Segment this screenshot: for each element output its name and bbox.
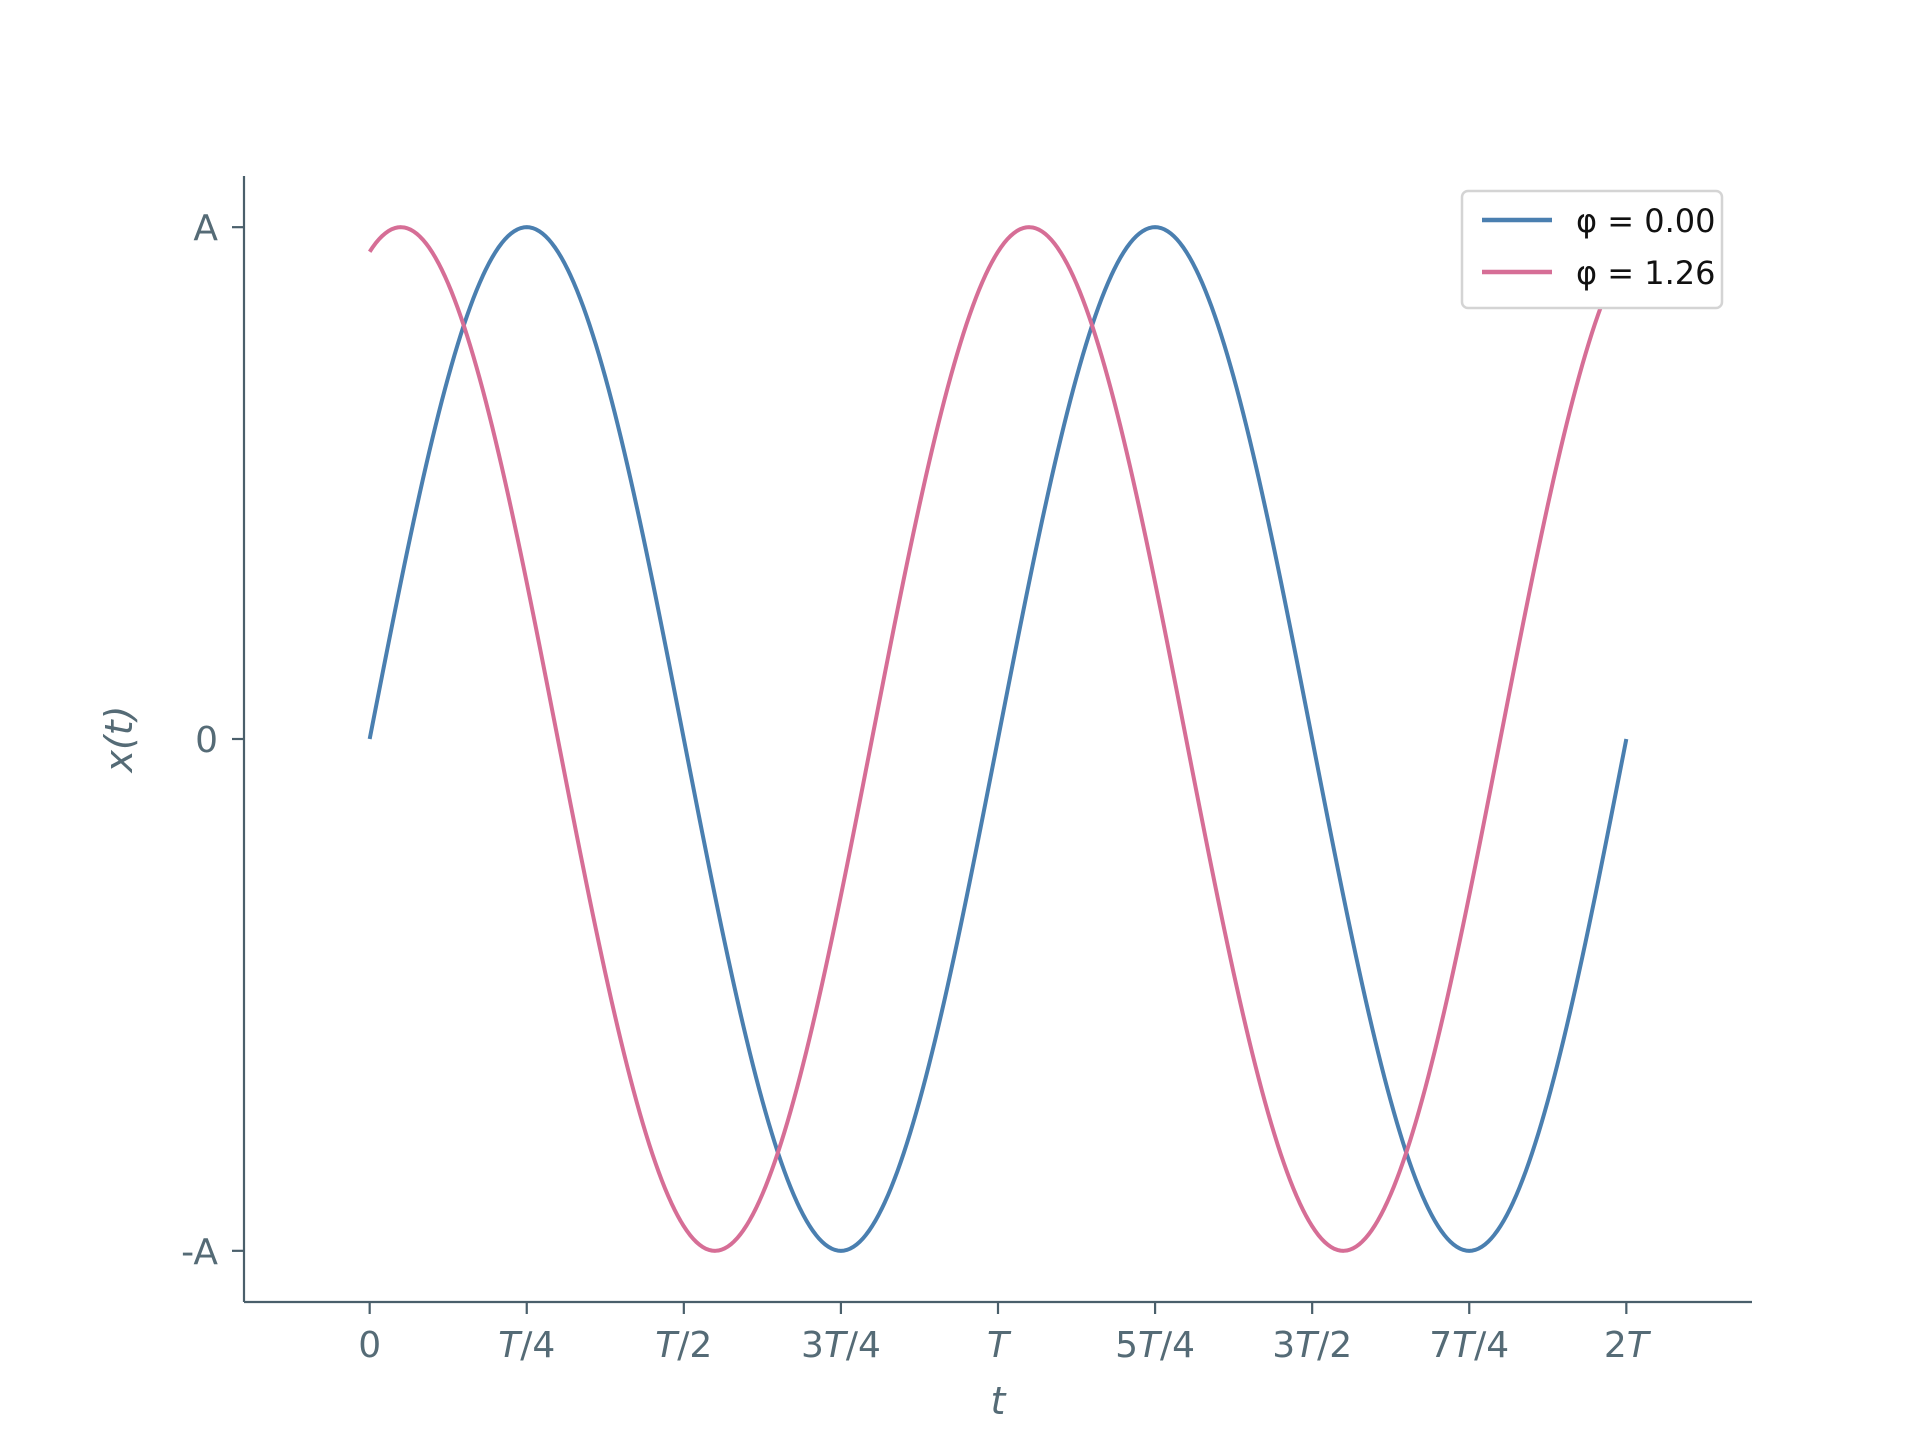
plot-area bbox=[367, 225, 1629, 1253]
series-line bbox=[368, 225, 1629, 1253]
legend-label: φ = 1.26 bbox=[1576, 254, 1716, 292]
y-tick-label: 0 bbox=[195, 720, 218, 761]
x-tick-label: 7T/4 bbox=[1429, 1325, 1509, 1366]
y-axis-ticks: A 0 -A bbox=[181, 208, 244, 1273]
x-tick-label: T/2 bbox=[655, 1325, 712, 1366]
x-tick-label: 2T bbox=[1604, 1325, 1652, 1366]
x-tick-label: T/4 bbox=[498, 1325, 555, 1366]
x-tick-label: T bbox=[987, 1325, 1012, 1366]
x-axis-title: t bbox=[991, 1379, 1008, 1423]
x-tick-label: 0 bbox=[358, 1325, 381, 1366]
y-axis-title: x(t) bbox=[97, 705, 141, 773]
x-tick-label: 5T/4 bbox=[1115, 1325, 1195, 1366]
legend-label: φ = 0.00 bbox=[1576, 202, 1716, 240]
x-tick-label: 3T/4 bbox=[801, 1325, 881, 1366]
series-line bbox=[367, 225, 1629, 1253]
y-tick-label: -A bbox=[181, 1232, 218, 1273]
x-tick-label: 3T/2 bbox=[1272, 1325, 1352, 1366]
legend: φ = 0.00 φ = 1.26 bbox=[1460, 189, 1724, 310]
y-tick-label: A bbox=[193, 208, 218, 249]
x-axis-ticks: 0 T/4 T/2 3T/4 T 5T/4 3T/2 7T/4 2T bbox=[358, 1302, 1652, 1366]
